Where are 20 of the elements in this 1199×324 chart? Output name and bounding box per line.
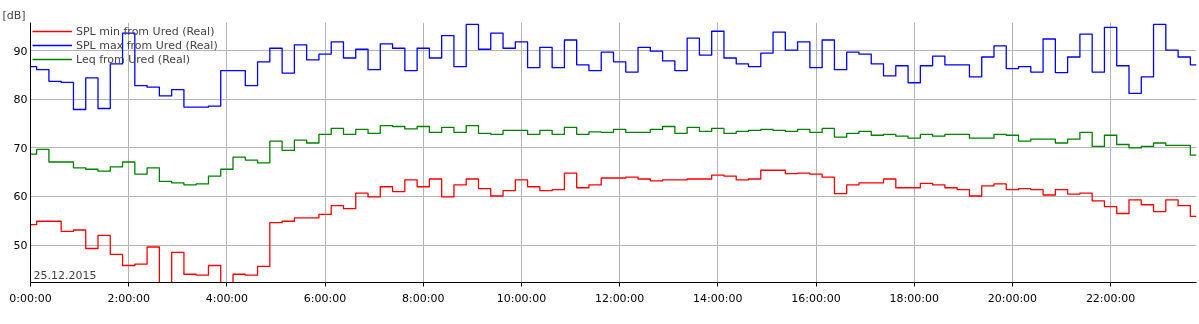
x-tick-label: 16:00:00 [791,291,841,305]
x-tick-label: 22:00:00 [1085,291,1136,305]
y-tick-label: 60 [13,190,28,204]
y-tick-label: 70 [13,141,28,155]
y-axis-title: [dB] [2,8,26,22]
x-tick-label: 2:00:00 [107,291,150,305]
x-tick-label: 6:00:00 [303,291,347,305]
x-tick-label: 10:00:00 [496,291,547,305]
x-tick-label: 18:00:00 [889,291,939,305]
x-axis-title: 25.12.2015 [33,268,97,282]
legend-label: SPL min from Ured (Real) [76,24,215,38]
y-tick-label: 90 [13,44,28,58]
x-tick-label: 0:00:00 [9,291,52,305]
x-tick-label: 12:00:00 [594,291,645,305]
x-tick-label: 20:00:00 [987,291,1038,305]
x-tick-label: 14:00:00 [693,291,743,305]
y-tick-label: 80 [13,93,28,107]
x-tick-label: 4:00:00 [205,291,249,305]
x-tick-label: 8:00:00 [402,291,445,305]
y-tick-label: 50 [13,239,28,253]
